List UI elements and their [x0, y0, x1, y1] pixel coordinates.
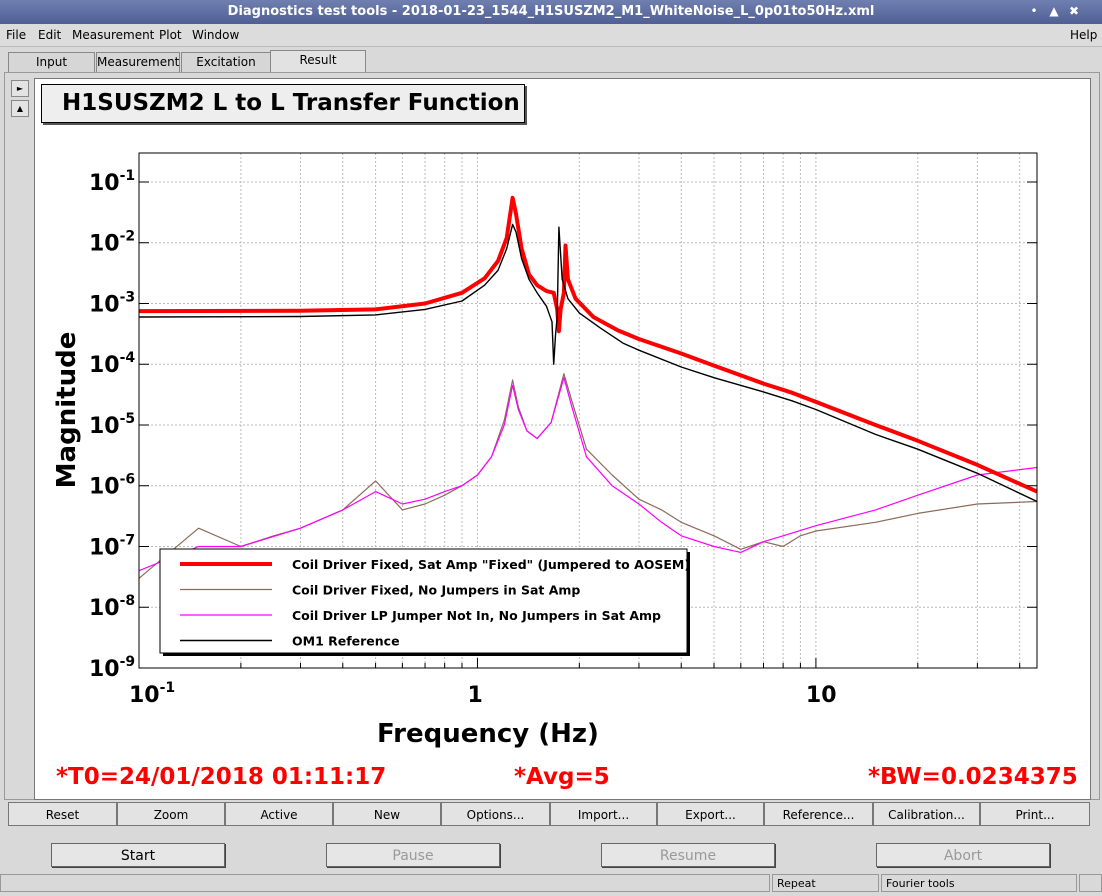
- tab-input[interactable]: Input: [8, 52, 95, 72]
- minimize-icon[interactable]: •: [1030, 4, 1038, 18]
- menu-help[interactable]: Help: [1070, 28, 1098, 42]
- status-cell-main: [0, 874, 770, 892]
- status-repeat: Repeat: [772, 874, 879, 892]
- status-bw: *BW=0.0234375: [868, 764, 1078, 790]
- status-t0: *T0=24/01/2018 01:11:17: [56, 764, 387, 790]
- new-button[interactable]: New: [333, 802, 441, 826]
- close-icon[interactable]: ✖: [1068, 4, 1080, 18]
- menu-edit[interactable]: Edit: [38, 28, 62, 42]
- status-cell-end: [1079, 874, 1102, 892]
- calibration-button[interactable]: Calibration...: [873, 802, 980, 826]
- tab-bar: Input Measurement Excitation Result: [4, 50, 1098, 73]
- reference-button[interactable]: Reference...: [764, 802, 873, 826]
- status-bar: Repeat Fourier tools: [0, 874, 1102, 896]
- status-avg: *Avg=5: [514, 764, 610, 790]
- abort-button[interactable]: Abort: [876, 843, 1050, 867]
- menu-file[interactable]: File: [6, 28, 27, 42]
- window-title: Diagnostics test tools - 2018-01-23_1544…: [227, 4, 875, 19]
- tab-result[interactable]: Result: [270, 50, 366, 73]
- plot-toolbar: Reset Zoom Active New Options... Import.…: [8, 802, 1098, 828]
- menu-plot[interactable]: Plot: [159, 28, 182, 42]
- active-button[interactable]: Active: [225, 802, 333, 826]
- menu-bar: File Edit Measurement Plot Window Help: [0, 24, 1102, 47]
- window-titlebar: Diagnostics test tools - 2018-01-23_1544…: [0, 0, 1102, 24]
- options-button[interactable]: Options...: [441, 802, 550, 826]
- menu-measurement[interactable]: Measurement: [72, 28, 155, 42]
- plot-title: H1SUSZM2 L to L Transfer Function: [62, 90, 520, 116]
- scroll-up-icon[interactable]: ▲: [11, 100, 29, 117]
- start-button[interactable]: Start: [51, 843, 225, 867]
- resume-button[interactable]: Resume: [601, 843, 775, 867]
- reset-button[interactable]: Reset: [8, 802, 117, 826]
- scroll-right-icon[interactable]: ►: [11, 80, 29, 97]
- menu-window[interactable]: Window: [192, 28, 240, 42]
- pause-button[interactable]: Pause: [326, 843, 500, 867]
- export-button[interactable]: Export...: [657, 802, 764, 826]
- tab-excitation[interactable]: Excitation: [181, 52, 271, 72]
- print-button[interactable]: Print...: [980, 802, 1090, 826]
- tab-measurement[interactable]: Measurement: [96, 52, 180, 72]
- maximize-icon[interactable]: ▲: [1049, 4, 1059, 18]
- import-button[interactable]: Import...: [550, 802, 657, 826]
- plot-title-box: H1SUSZM2 L to L Transfer Function: [41, 84, 525, 123]
- zoom-button[interactable]: Zoom: [117, 802, 225, 826]
- plot-area[interactable]: [34, 78, 1091, 800]
- status-fourier: Fourier tools: [881, 874, 1077, 892]
